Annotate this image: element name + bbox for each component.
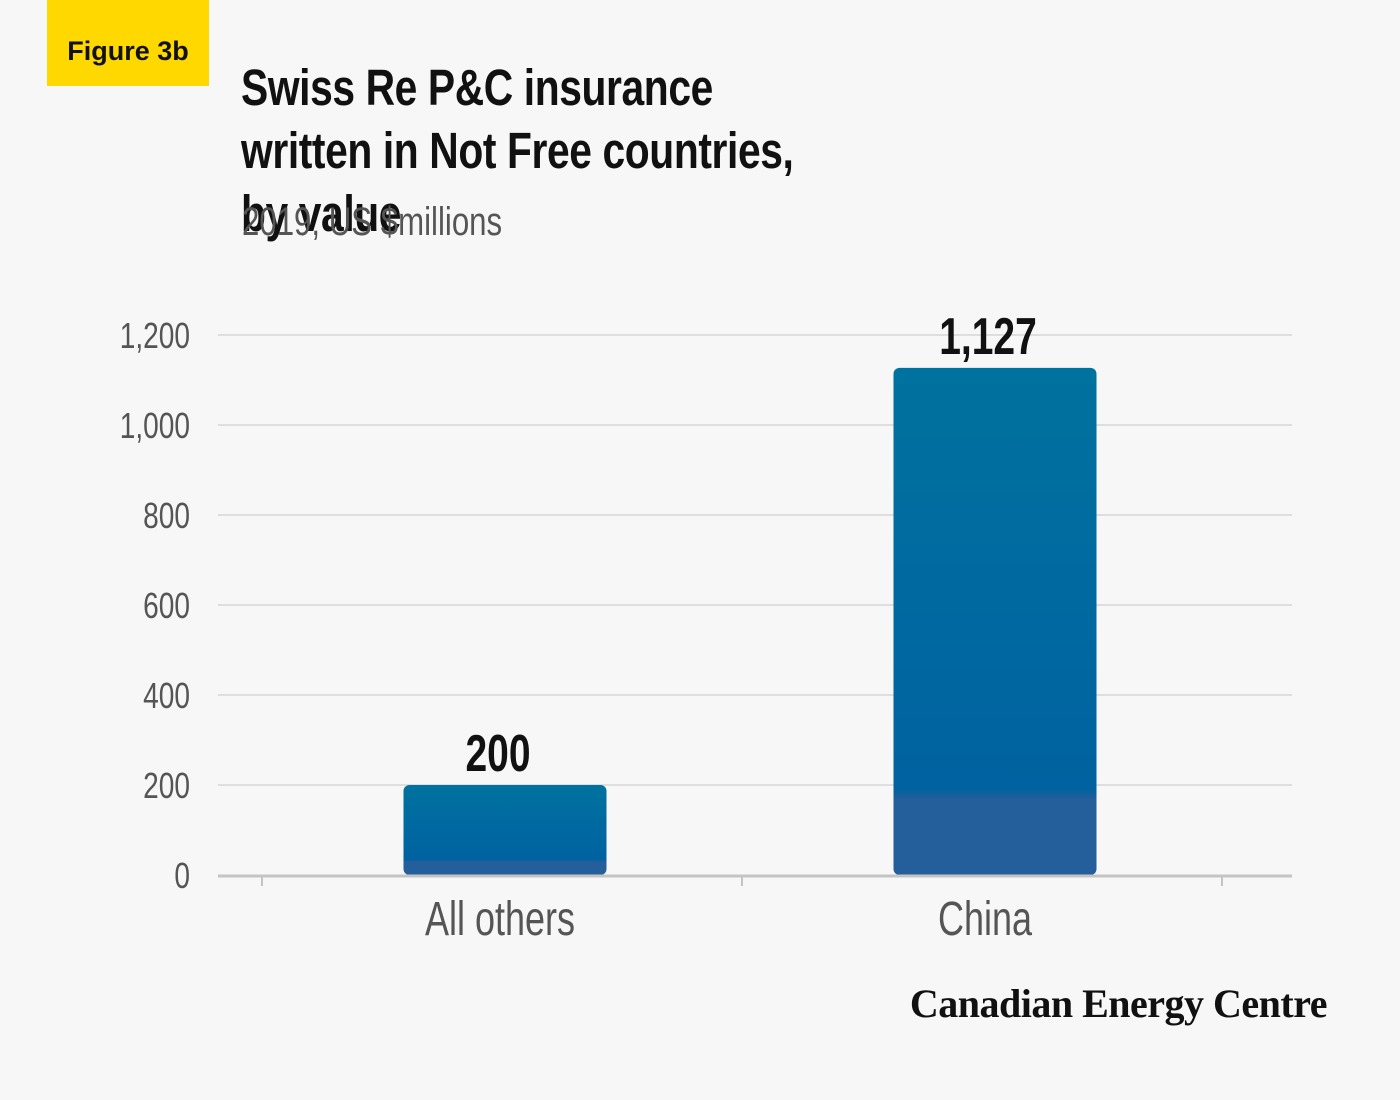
chart-title: Swiss Re P&C insurance written in Not Fr… bbox=[241, 59, 794, 242]
figure-badge: Figure 3b bbox=[47, 0, 209, 86]
y-tick-label: 800 bbox=[143, 496, 190, 536]
bar bbox=[403, 785, 607, 875]
y-tick-label: 1,000 bbox=[120, 406, 190, 446]
x-axis: All others China bbox=[218, 874, 1292, 945]
brand-logo-text: Canadian Energy Centre bbox=[909, 981, 1328, 1026]
y-tick-label: 0 bbox=[174, 856, 190, 896]
y-tick-label: 1,200 bbox=[120, 316, 190, 356]
bar bbox=[893, 367, 1097, 875]
x-tick-label: All others bbox=[425, 892, 575, 945]
figure-badge-label: Figure 3b bbox=[67, 35, 189, 66]
data-label: 1,127 bbox=[939, 306, 1037, 365]
gridlines bbox=[218, 334, 1292, 786]
bars: 200 1,127 bbox=[403, 306, 1097, 875]
y-tick-label: 600 bbox=[143, 586, 190, 626]
y-tick-label: 200 bbox=[143, 766, 190, 806]
x-tick-label: China bbox=[938, 892, 1032, 945]
data-label: 200 bbox=[465, 723, 530, 782]
y-axis-ticks: 0 200 400 600 800 1,000 1,200 bbox=[120, 316, 190, 896]
chart-subtitle: 2019, US $millions bbox=[242, 200, 503, 244]
y-tick-label: 400 bbox=[143, 676, 190, 716]
